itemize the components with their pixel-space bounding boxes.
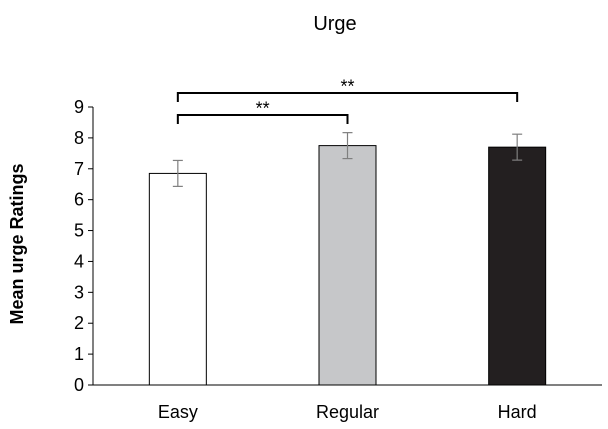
significance-bracket-easy-hard <box>176 92 519 102</box>
y-tick-label: 5 <box>74 221 84 241</box>
chart-title: Urge <box>313 13 356 35</box>
x-tick-label-regular: Regular <box>316 402 379 422</box>
y-tick-label: 1 <box>74 344 84 364</box>
bar-hard <box>488 146 547 386</box>
significance-label: ** <box>256 99 270 119</box>
y-tick-label: 3 <box>74 282 84 302</box>
y-tick-label: 7 <box>74 159 84 179</box>
y-tick-label: 6 <box>74 190 84 210</box>
bar-regular <box>318 145 377 386</box>
bar-easy <box>148 172 207 386</box>
y-tick-label: 8 <box>74 128 84 148</box>
y-tick-label: 9 <box>74 97 84 117</box>
significance-label: ** <box>340 77 354 97</box>
significance-bracket-easy-regular <box>176 114 349 124</box>
x-tick-label-easy: Easy <box>158 402 198 422</box>
x-tick-label-hard: Hard <box>498 402 537 422</box>
y-tick-label: 2 <box>74 313 84 333</box>
y-tick-label: 0 <box>74 375 84 395</box>
plot-area: 0 1 2 3 4 5 6 7 8 9 Easy Regular Hard ** ** <box>74 77 602 422</box>
y-axis-label: Mean urge Ratings <box>7 163 27 324</box>
y-tick-label: 4 <box>74 251 84 271</box>
